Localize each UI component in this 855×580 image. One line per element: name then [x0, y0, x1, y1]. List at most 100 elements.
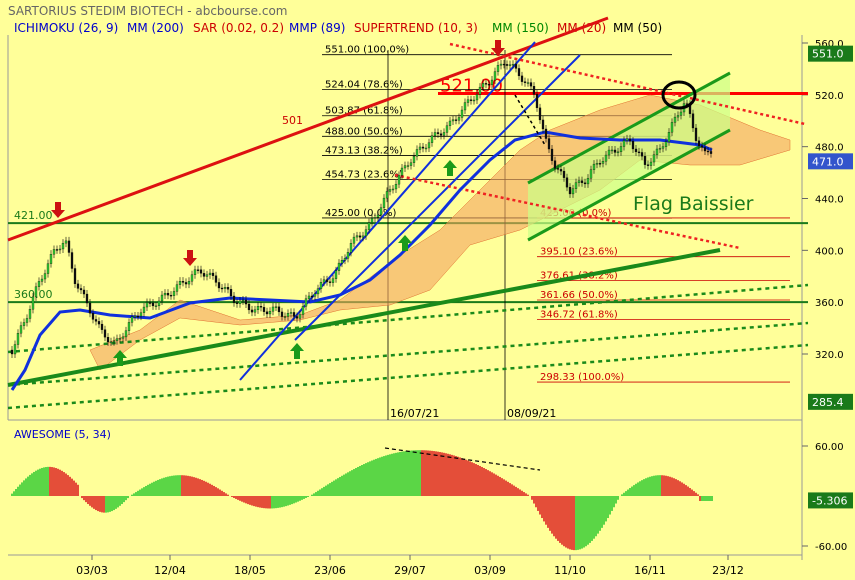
oscillator-bar	[161, 478, 163, 496]
candle-body	[340, 260, 344, 264]
oscillator-bar	[359, 465, 361, 496]
projection-dashed-line	[514, 94, 546, 146]
candle-body	[610, 149, 614, 152]
candle-body	[268, 311, 272, 315]
candle-body	[541, 119, 545, 130]
pattern-label: Flag Baissier	[633, 193, 754, 215]
oscillator-bar	[541, 496, 543, 519]
sell-signal-arrow	[51, 202, 65, 218]
candle-body	[535, 93, 539, 109]
oscillator-bar	[451, 454, 453, 496]
oscillator-bar	[395, 452, 397, 496]
oscillator-bar	[139, 489, 141, 496]
oscillator-bar	[595, 496, 597, 537]
oscillator-bar	[111, 496, 113, 512]
oscillator-bar	[243, 496, 245, 503]
y-tick-label: 480.0	[815, 143, 844, 154]
candle-body	[601, 161, 605, 164]
oscillator-bar	[337, 478, 339, 496]
oscillator-bar	[137, 490, 139, 496]
oscillator-bar	[693, 491, 695, 496]
oscillator-bar	[21, 482, 23, 496]
oscillator-bar	[621, 494, 623, 496]
candle-body	[244, 299, 248, 305]
oscillator-bar	[681, 482, 683, 496]
candle-body	[493, 71, 497, 81]
candle-body	[145, 302, 149, 308]
oscillator-bar	[275, 496, 277, 509]
candle-body	[70, 252, 74, 269]
highlight-circle	[661, 80, 697, 110]
channel-upper-line	[239, 41, 536, 381]
date-marker-label: 16/07/21	[390, 407, 439, 420]
oscillator-bar	[623, 492, 625, 496]
buy-signal-arrow	[398, 235, 412, 251]
candle-body	[28, 309, 32, 319]
oscillator-bar	[239, 496, 241, 501]
x-tick-label: 23/06	[314, 564, 346, 577]
candle-body	[85, 293, 89, 304]
candle-body	[196, 269, 200, 271]
candle-body	[670, 122, 674, 133]
candle-body	[10, 349, 14, 355]
candle-body	[652, 154, 656, 163]
oscillator-bar	[439, 452, 441, 496]
oscillator-bar	[599, 496, 601, 531]
fibonacci-retrace-label: 361.66 (50.0%)	[540, 290, 618, 301]
candle-body	[358, 235, 362, 238]
candle-body	[238, 300, 242, 304]
candle-body	[532, 86, 536, 95]
oscillator-bar	[461, 458, 463, 496]
oscillator-bar	[497, 475, 499, 496]
oscillator-bar	[391, 453, 393, 496]
candle-body	[283, 316, 287, 318]
candle-body	[169, 294, 173, 297]
support-dotted-line-3	[7, 343, 809, 410]
oscillator-bar	[47, 466, 49, 496]
candle-body	[655, 148, 659, 155]
candle-body	[166, 292, 170, 296]
candle-body	[310, 295, 314, 298]
candle-body	[175, 284, 179, 292]
oscillator-bar	[75, 482, 77, 496]
candle-body	[403, 165, 407, 169]
oscillator-bar	[81, 496, 83, 499]
candle-body	[190, 274, 194, 282]
oscillator-bar	[307, 496, 309, 497]
oscillator-bar	[325, 485, 327, 496]
oscillator-bar	[657, 475, 659, 496]
oscillator-bar	[291, 496, 293, 505]
oscillator-bar	[561, 496, 563, 545]
oscillator-bar	[547, 496, 549, 528]
date-marker-label: 08/09/21	[507, 407, 556, 420]
candle-body	[451, 119, 455, 122]
oscillator-bar	[353, 469, 355, 496]
oscillator-bar	[465, 459, 467, 496]
fibonacci-label: 454.73 (23.6%)	[325, 169, 403, 180]
oscillator-bar	[213, 485, 215, 496]
oscillator-bar	[669, 476, 671, 496]
oscillator-bar	[671, 477, 673, 496]
fibonacci-retrace-label: 298.33 (100.0%)	[540, 372, 624, 383]
candle-body	[496, 65, 500, 72]
sell-signal-arrow	[491, 40, 505, 56]
candle-body	[550, 148, 554, 161]
oscillator-bar	[83, 496, 85, 501]
x-tick-label: 18/05	[234, 564, 266, 577]
oscillator-bar	[109, 496, 111, 512]
oscillator-bar	[695, 492, 697, 496]
oscillator-bar	[411, 450, 413, 496]
oscillator-bar	[15, 489, 17, 496]
oscillator-bar	[603, 496, 605, 525]
oscillator-bar	[429, 450, 431, 496]
candle-body	[79, 288, 83, 291]
oscillator-bar	[653, 475, 655, 496]
candle-body	[400, 167, 404, 176]
candle-body	[415, 149, 419, 157]
oscillator-bar	[567, 496, 569, 549]
candle-body	[394, 183, 398, 190]
candle-body	[391, 188, 395, 191]
oscillator-bar	[281, 496, 283, 508]
candle-body	[193, 269, 197, 275]
